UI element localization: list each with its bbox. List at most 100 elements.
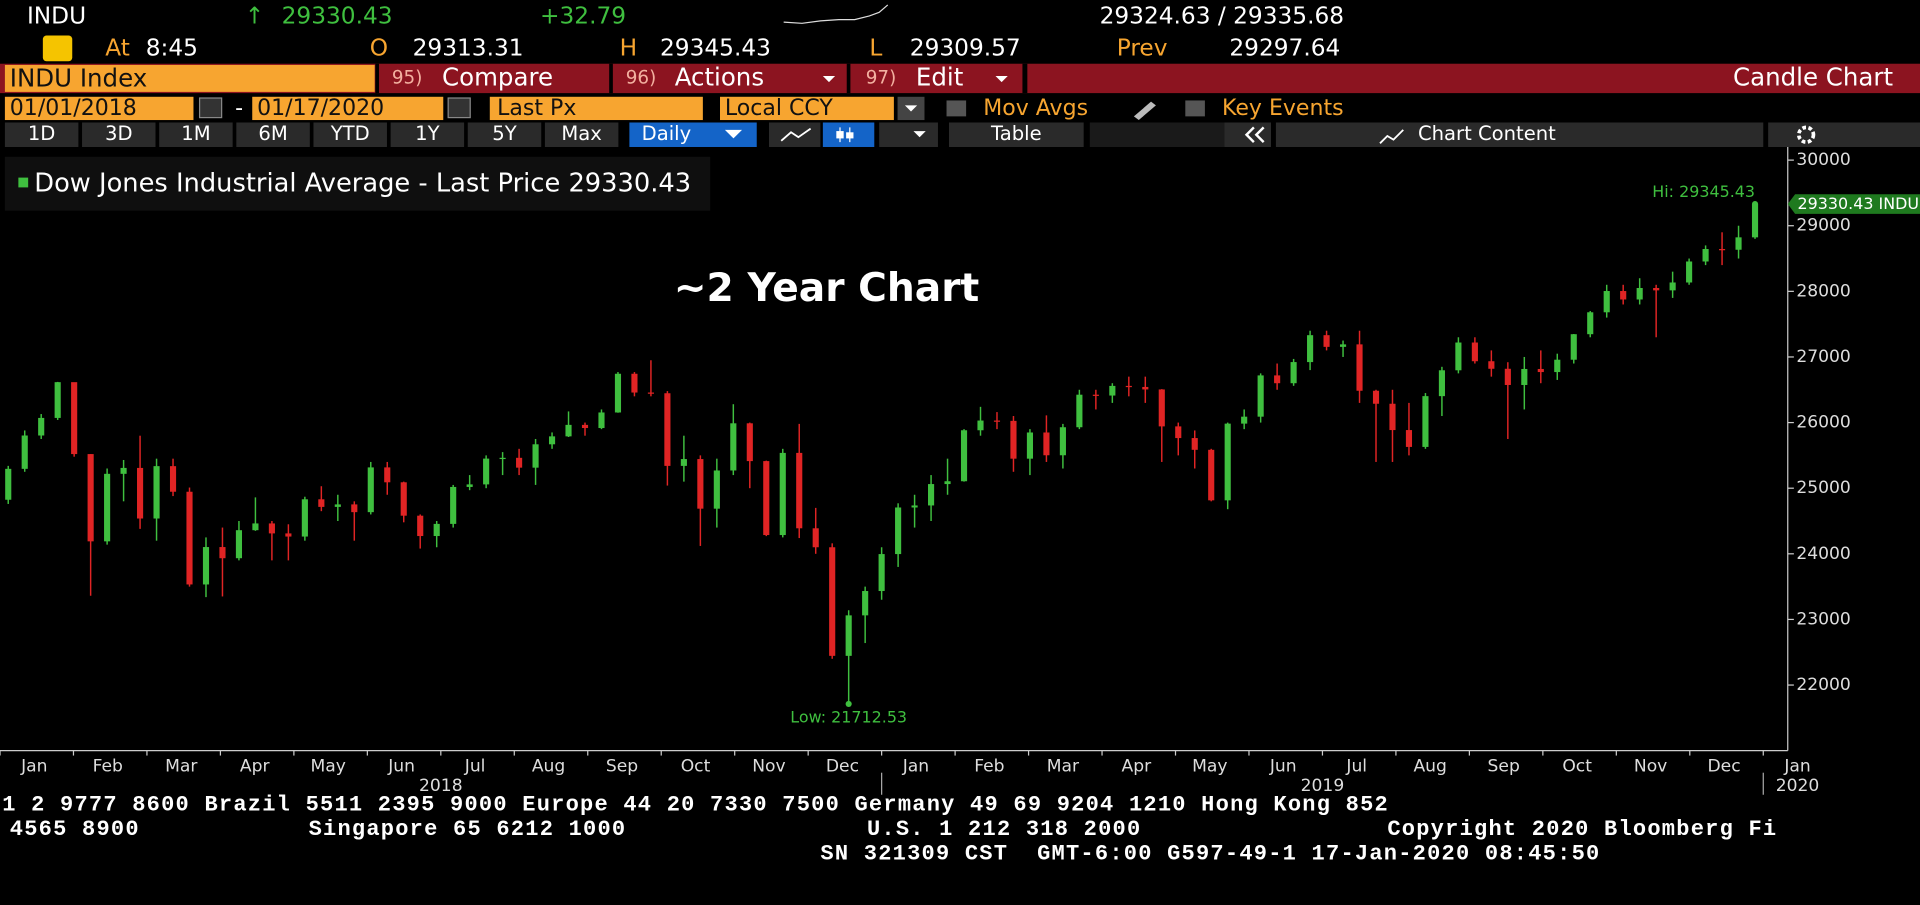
period-tab[interactable]: YTD: [313, 122, 387, 147]
candle-body: [1488, 361, 1495, 369]
edit-button[interactable]: 97) Edit: [866, 62, 1008, 91]
candle-body: [796, 452, 803, 529]
candle-body: [1059, 427, 1066, 456]
compare-button[interactable]: 95) Compare: [392, 62, 553, 91]
x-tick-label: Apr: [240, 757, 271, 777]
chart: Dow Jones Industrial Average - Last Pric…: [0, 146, 1920, 796]
x-tick-label: Dec: [1708, 757, 1741, 777]
candle: [153, 458, 160, 541]
calendar-icon[interactable]: [198, 97, 223, 119]
candle-body: [169, 466, 177, 492]
candle-body: [845, 615, 852, 656]
tab-label: 1Y: [415, 122, 439, 145]
candle-body: [1471, 342, 1478, 362]
x-tick-label: Feb: [974, 757, 1004, 777]
tab-label: 5Y: [492, 122, 516, 145]
candle-body: [1455, 342, 1462, 371]
candle-body: [713, 470, 720, 509]
candle-body: [483, 458, 490, 485]
candle: [1455, 337, 1462, 374]
dropdown-button[interactable]: [879, 122, 938, 147]
currency-select[interactable]: [720, 96, 894, 121]
price-tag-symbol: INDU: [1879, 194, 1919, 213]
field-select[interactable]: [489, 96, 703, 121]
candle-body: [1521, 368, 1528, 385]
tab-background: [4, 122, 79, 147]
candle: [614, 372, 622, 413]
tab-background: [236, 122, 310, 147]
tab-background: [544, 122, 619, 147]
period-tab[interactable]: 3D: [82, 122, 156, 147]
candle-body: [153, 466, 160, 519]
sparkline: [783, 4, 889, 24]
button-number: 97): [866, 67, 897, 88]
period-tab[interactable]: 1D: [4, 122, 79, 147]
candle-body: [1372, 390, 1380, 404]
table-button[interactable]: [948, 122, 1084, 147]
clock-icon[interactable]: [42, 35, 73, 62]
x-tick-label: Sep: [1488, 757, 1520, 777]
security-field[interactable]: [4, 64, 375, 92]
candle: [977, 406, 984, 436]
candle-body: [21, 435, 28, 469]
legend-value: 29330.43: [568, 168, 691, 198]
candle-body: [1191, 438, 1198, 450]
low-label: L: [869, 35, 882, 62]
pencil-icon[interactable]: [1133, 101, 1156, 121]
candle-body: [829, 547, 836, 656]
period-tab[interactable]: 1Y: [390, 122, 465, 147]
candle-body: [1389, 403, 1396, 431]
button-label: Actions: [675, 62, 764, 91]
legend-label: Dow Jones Industrial Average - Last Pric…: [34, 168, 691, 198]
high-value: 29345.43: [1679, 182, 1755, 201]
candle: [1307, 330, 1314, 371]
candle: [219, 527, 226, 597]
period-tab[interactable]: 5Y: [467, 122, 542, 147]
candle-body: [1158, 389, 1165, 427]
tab-background: [82, 122, 156, 147]
candle: [1405, 402, 1413, 456]
candle-body: [417, 515, 424, 537]
year-label: 2019: [1301, 776, 1345, 796]
settings-button[interactable]: [1768, 122, 1920, 147]
candle: [104, 468, 111, 545]
checkbox[interactable]: [946, 100, 967, 117]
candle-body: [1208, 449, 1215, 501]
candle: [581, 422, 589, 436]
candle-body: [516, 457, 523, 468]
candle-body: [763, 461, 770, 536]
actions-button[interactable]: 96) Actions: [626, 62, 836, 91]
candle-body: [1751, 204, 1759, 238]
candle: [598, 409, 605, 430]
candle-body: [252, 523, 259, 531]
candle: [202, 537, 210, 598]
start-date-field[interactable]: [4, 96, 194, 121]
checkbox[interactable]: [1185, 100, 1205, 117]
y-tick-label: 25000: [1796, 478, 1850, 498]
candle: [911, 494, 918, 528]
candle: [1059, 423, 1066, 469]
candle: [1504, 362, 1511, 439]
chart-content-button[interactable]: [1275, 122, 1764, 147]
candle: [1274, 363, 1281, 390]
candle-body: [71, 382, 78, 455]
candle-body: [466, 484, 473, 487]
x-tick-label: Jan: [902, 757, 929, 777]
period-tab[interactable]: Max: [544, 122, 619, 147]
x-tick-label: Jul: [1345, 757, 1367, 777]
year-label: 2018: [419, 776, 463, 796]
candle: [1669, 271, 1676, 298]
period-tab[interactable]: 1M: [159, 122, 233, 147]
candle-body: [1719, 249, 1726, 251]
candle: [54, 381, 61, 420]
open: 29313.31: [413, 35, 524, 62]
end-date-field[interactable]: [252, 96, 444, 121]
candle: [1290, 358, 1297, 386]
field: Last Px: [497, 96, 576, 121]
candle: [417, 514, 424, 549]
calendar-icon[interactable]: [447, 97, 471, 119]
series-name: Dow Jones Industrial Average - Last Pric…: [34, 168, 560, 198]
x-tick-label: Mar: [165, 757, 198, 777]
period-tab[interactable]: 6M: [236, 122, 310, 147]
